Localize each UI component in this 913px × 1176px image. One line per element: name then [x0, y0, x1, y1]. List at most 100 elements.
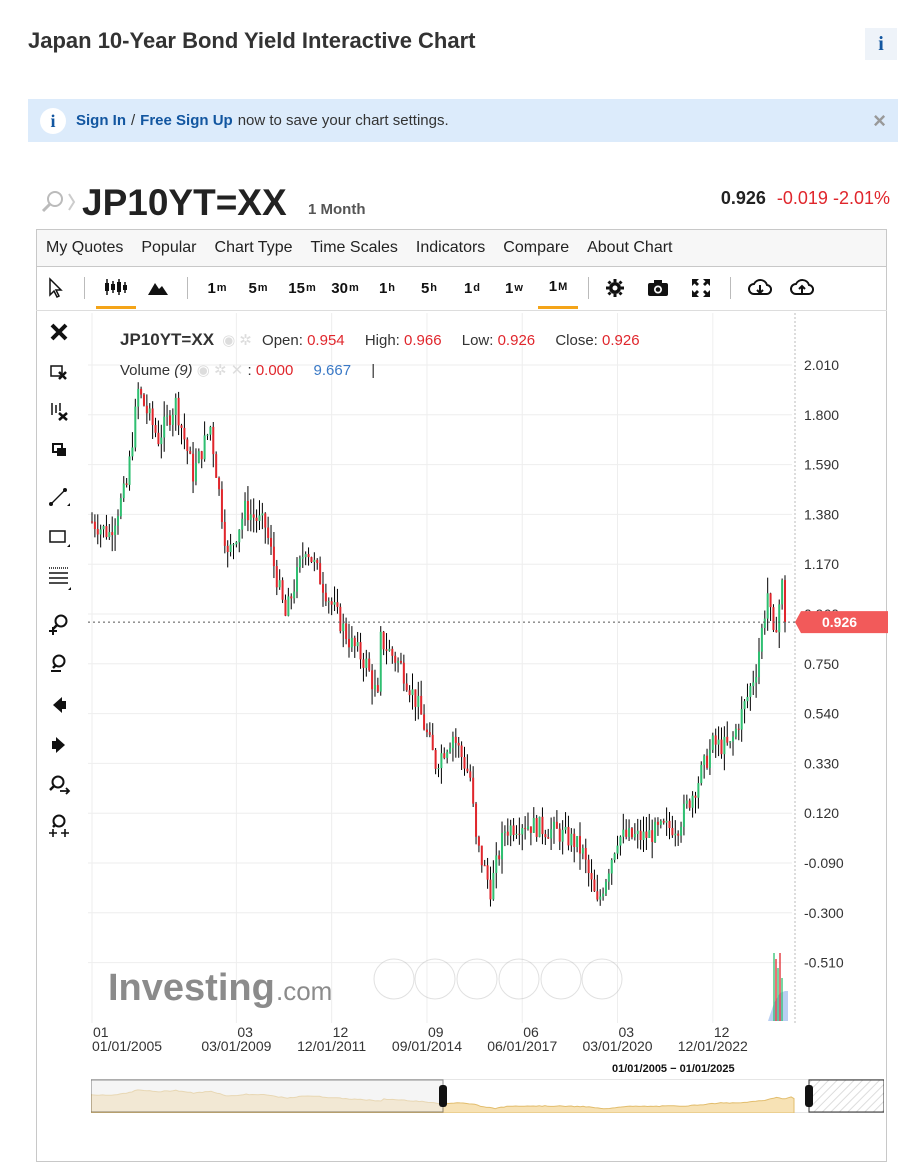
close-icon[interactable]: × — [873, 108, 886, 133]
candle-body — [408, 690, 411, 696]
candle-body — [223, 521, 226, 546]
candle-body — [197, 451, 200, 463]
settings-gear-icon[interactable] — [602, 267, 628, 309]
candle-body — [379, 631, 382, 692]
candle-body — [685, 800, 688, 804]
candle-body — [189, 451, 192, 454]
zoom-reset-icon[interactable] — [40, 770, 78, 802]
last-price-tag — [795, 611, 888, 634]
candle-body — [241, 518, 244, 530]
nav-zoom-reset-icon — [498, 958, 540, 1000]
price-chart[interactable]: Investing .com 2.010 1.800 1.590 1.380 1.170… — [88, 313, 888, 1058]
camera-icon[interactable] — [644, 267, 672, 309]
candlestick-icon[interactable] — [96, 267, 136, 309]
candle-body — [267, 527, 270, 538]
candle-body — [723, 736, 726, 755]
candle-body — [272, 546, 275, 567]
candle-body — [469, 771, 472, 778]
period-label: 1 Month — [308, 201, 366, 218]
eye-icon[interactable]: ◉ — [222, 332, 236, 349]
copy-icon[interactable] — [40, 434, 78, 466]
candle-body — [758, 651, 761, 678]
mountain-icon[interactable] — [142, 267, 174, 309]
last-price: 0.926 — [720, 188, 766, 208]
x-tick-label: 12/01/2022 — [678, 1038, 748, 1054]
high-label: High: — [364, 332, 400, 349]
scroll-right-icon[interactable] — [40, 729, 78, 761]
fullscreen-icon[interactable] — [688, 267, 714, 309]
trendline-icon[interactable] — [40, 481, 78, 513]
navigator-right-handle[interactable] — [805, 1085, 813, 1107]
candle-body — [457, 742, 460, 746]
candle-body — [610, 859, 613, 874]
sign-in-link[interactable]: Sign In — [76, 112, 126, 129]
navigator-left-handle[interactable] — [439, 1085, 447, 1107]
y-tick-label: -0.300 — [804, 905, 844, 921]
y-tick-label: 0.750 — [804, 656, 839, 672]
free-sign-up-link[interactable]: Free Sign Up — [140, 112, 233, 129]
info-icon[interactable]: i — [865, 28, 897, 60]
range-navigator[interactable] — [91, 1079, 884, 1113]
menu-popular[interactable]: Popular — [141, 239, 197, 256]
close-x-icon[interactable] — [40, 316, 78, 348]
upload-icon[interactable] — [788, 267, 816, 309]
settings-small-icon[interactable]: ✲ — [239, 332, 252, 349]
zoom-out-icon[interactable] — [40, 648, 78, 680]
candle-body — [654, 821, 657, 842]
candle-body — [391, 648, 394, 656]
zoom-fit-icon[interactable] — [40, 810, 78, 842]
menu-time-scales[interactable]: Time Scales — [310, 239, 398, 256]
open-value: 0.954 — [307, 332, 345, 349]
volume-eye-icon[interactable]: ◉ ✲ ✕ — [196, 362, 244, 379]
candle-body — [700, 764, 703, 784]
search-icon[interactable] — [40, 190, 76, 214]
menu-chart-type[interactable]: Chart Type — [214, 239, 293, 256]
zoom-in-icon[interactable] — [40, 608, 78, 640]
menu-my-quotes[interactable]: My Quotes — [46, 239, 124, 256]
watermark-brand: Investing — [108, 967, 275, 1009]
ohlc-legend: JP10YT=XX ◉ ✲ Open: 0.954 High: 0.966 Low… — [120, 330, 640, 350]
cursor-icon[interactable] — [42, 267, 70, 309]
rectangle-icon[interactable] — [40, 522, 78, 554]
candle-body — [166, 415, 169, 417]
volume-bar-sep: | — [371, 362, 376, 379]
fibonacci-icon[interactable] — [40, 562, 78, 594]
menu-about-chart[interactable]: About Chart — [587, 239, 673, 256]
candle-body — [674, 833, 677, 836]
candle-body — [353, 637, 356, 647]
open-label: Open: — [262, 332, 303, 349]
candle-body — [414, 689, 417, 707]
y-tick-label: 1.170 — [804, 556, 839, 572]
candle-body — [252, 514, 255, 518]
chart-grid — [88, 313, 792, 1023]
volume-bars — [768, 953, 788, 1021]
candle-body — [301, 557, 304, 559]
interval-30m[interactable]: 30 m — [331, 279, 359, 297]
candle-body — [506, 831, 509, 836]
candle-body — [327, 601, 330, 603]
candle-body — [599, 896, 602, 900]
download-icon[interactable] — [746, 267, 774, 309]
candle-body — [486, 865, 489, 880]
candle-body — [192, 453, 195, 482]
menu-compare[interactable]: Compare — [503, 239, 570, 256]
high-value: 0.966 — [404, 332, 442, 349]
candle-body — [737, 728, 740, 730]
candle-body — [596, 891, 599, 900]
delete-all-icon[interactable] — [40, 395, 78, 427]
delete-drawing-icon[interactable] — [40, 356, 78, 388]
candle-body — [203, 435, 206, 460]
candle-body — [287, 596, 290, 616]
y-tick-label: -0.090 — [804, 855, 844, 871]
menu-indicators[interactable]: Indicators — [415, 239, 486, 256]
interval-15m[interactable]: 15 m — [288, 279, 316, 297]
candle-body — [142, 394, 145, 406]
scroll-left-icon[interactable] — [40, 689, 78, 721]
